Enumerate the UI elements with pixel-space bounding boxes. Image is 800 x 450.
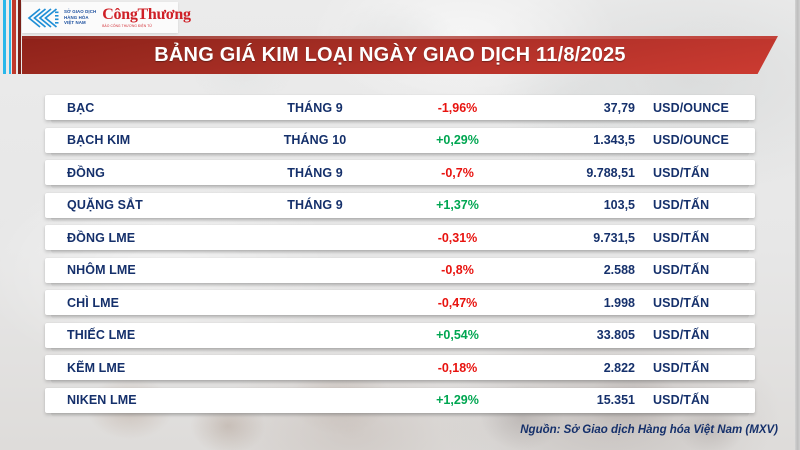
change-percent: -1,96% (437, 100, 478, 115)
price-unit: USD/TẤN (653, 328, 710, 342)
contract-month: THÁNG 9 (287, 100, 343, 115)
metal-name: ĐỒNG (67, 165, 105, 180)
metal-name: THIẾC LME (67, 328, 136, 342)
change-percent: -0,8% (441, 263, 474, 277)
price-unit: USD/TẤN (653, 360, 710, 375)
price-unit: USD/OUNCE (653, 100, 729, 115)
change-percent: +0,54% (436, 328, 479, 342)
metal-name: QUẶNG SẮT (67, 198, 143, 212)
metal-name: BẠCH KIM (67, 133, 131, 147)
price-value: 2.588 (603, 263, 635, 277)
price-unit: USD/TẤN (653, 263, 710, 277)
price-value: 2.822 (603, 360, 635, 375)
source-credit: Nguồn: Sở Giao dịch Hàng hóa Việt Nam (M… (520, 424, 778, 436)
table-row[interactable]: BẠC THÁNG 9 -1,96% 37,79 USD/OUNCE (45, 95, 755, 124)
accent-stripe-cyan-1 (3, 0, 6, 74)
price-value: 9.788,51 (586, 165, 635, 180)
price-value: 1.998 (603, 295, 635, 310)
table-row[interactable]: ĐỒNG LME -0,31% 9.731,5 USD/TẤN (45, 225, 755, 254)
price-table: BẠC THÁNG 9 -1,96% 37,79 USD/OUNCE BẠCH KIM TH… (45, 95, 755, 420)
price-value: 103,5 (603, 198, 635, 212)
mxv-logo-text: SỞ GIAO DỊCH HÀNG HÓA VIỆT NAM (61, 9, 96, 26)
table-row[interactable]: CHÌ LME -0,47% 1.998 USD/TẤN (45, 290, 755, 319)
price-unit: USD/TẤN (653, 230, 710, 245)
metal-name: ĐỒNG LME (67, 230, 136, 245)
banner-sheen (22, 36, 778, 39)
price-unit: USD/TẤN (653, 393, 710, 407)
table-row[interactable]: QUẶNG SẮT THÁNG 9 +1,37% 103,5 USD/TẤN (45, 192, 755, 222)
change-percent: -0,18% (437, 360, 478, 375)
price-value: 1.343,5 (593, 133, 635, 147)
change-percent: -0,7% (441, 165, 474, 180)
congthuong-logo: CôngThương BÁO CÔNG THƯƠNG ĐIỆN TỬ (102, 6, 191, 29)
metal-name: NIKEN LME (67, 393, 137, 407)
congthuong-tagline: BÁO CÔNG THƯƠNG ĐIỆN TỬ (102, 24, 153, 28)
contract-month: THÁNG 10 (283, 133, 347, 147)
logo-bar: SỞ GIAO DỊCH HÀNG HÓA VIỆT NAM CôngThươn… (22, 2, 191, 33)
change-percent: +0,29% (436, 133, 479, 147)
mxv-logo-icon (27, 7, 59, 28)
metal-name: NHÔM LME (67, 263, 136, 277)
metal-name: CHÌ LME (67, 295, 120, 310)
table-row[interactable]: ĐỒNG THÁNG 9 -0,7% 9.788,51 USD/TẤN (45, 160, 755, 189)
table-row[interactable]: BẠCH KIM THÁNG 10 +0,29% 1.343,5 USD/OUNCE (45, 127, 755, 157)
change-percent: +1,37% (436, 198, 479, 212)
price-unit: USD/TẤN (653, 165, 710, 180)
title-banner: BẢNG GIÁ KIM LOẠI NGÀY GIAO DỊCH 11/8/20… (22, 36, 778, 74)
change-percent: -0,47% (437, 295, 478, 310)
change-percent: +1,29% (436, 393, 479, 407)
price-value: 15.351 (596, 393, 635, 407)
metal-name: BẠC (67, 100, 95, 115)
table-row[interactable]: NHÔM LME -0,8% 2.588 USD/TẤN (45, 257, 755, 287)
table-row[interactable]: KẼM LME -0,18% 2.822 USD/TẤN (45, 355, 755, 384)
table-row[interactable]: THIẾC LME +0,54% 33.805 USD/TẤN (45, 322, 755, 352)
right-edge-bar (795, 0, 800, 450)
contract-month: THÁNG 9 (287, 165, 343, 180)
table-row[interactable]: NIKEN LME +1,29% 15.351 USD/TẤN (45, 387, 755, 417)
price-value: 33.805 (596, 328, 635, 342)
congthuong-name: CôngThương (102, 6, 191, 23)
accent-stripe-cyan-2 (9, 0, 11, 74)
price-unit: USD/TẤN (653, 295, 710, 310)
contract-month: THÁNG 9 (287, 198, 343, 212)
change-percent: -0,31% (437, 230, 478, 245)
mxv-logo-line-3: VIỆT NAM (64, 20, 86, 26)
mxv-logo-line-2: HÀNG HÓA (64, 14, 89, 20)
page-title: BẢNG GIÁ KIM LOẠI NGÀY GIAO DỊCH 11/8/20… (154, 43, 626, 66)
price-unit: USD/TẤN (653, 198, 710, 212)
mxv-logo-line-1: SỞ GIAO DỊCH (64, 9, 97, 15)
price-value: 37,79 (603, 100, 635, 115)
accent-stripe-red-1 (12, 0, 16, 74)
accent-stripe-red-2 (18, 0, 21, 74)
price-value: 9.731,5 (593, 230, 635, 245)
metal-name: KẼM LME (67, 360, 126, 375)
price-unit: USD/OUNCE (653, 133, 729, 147)
